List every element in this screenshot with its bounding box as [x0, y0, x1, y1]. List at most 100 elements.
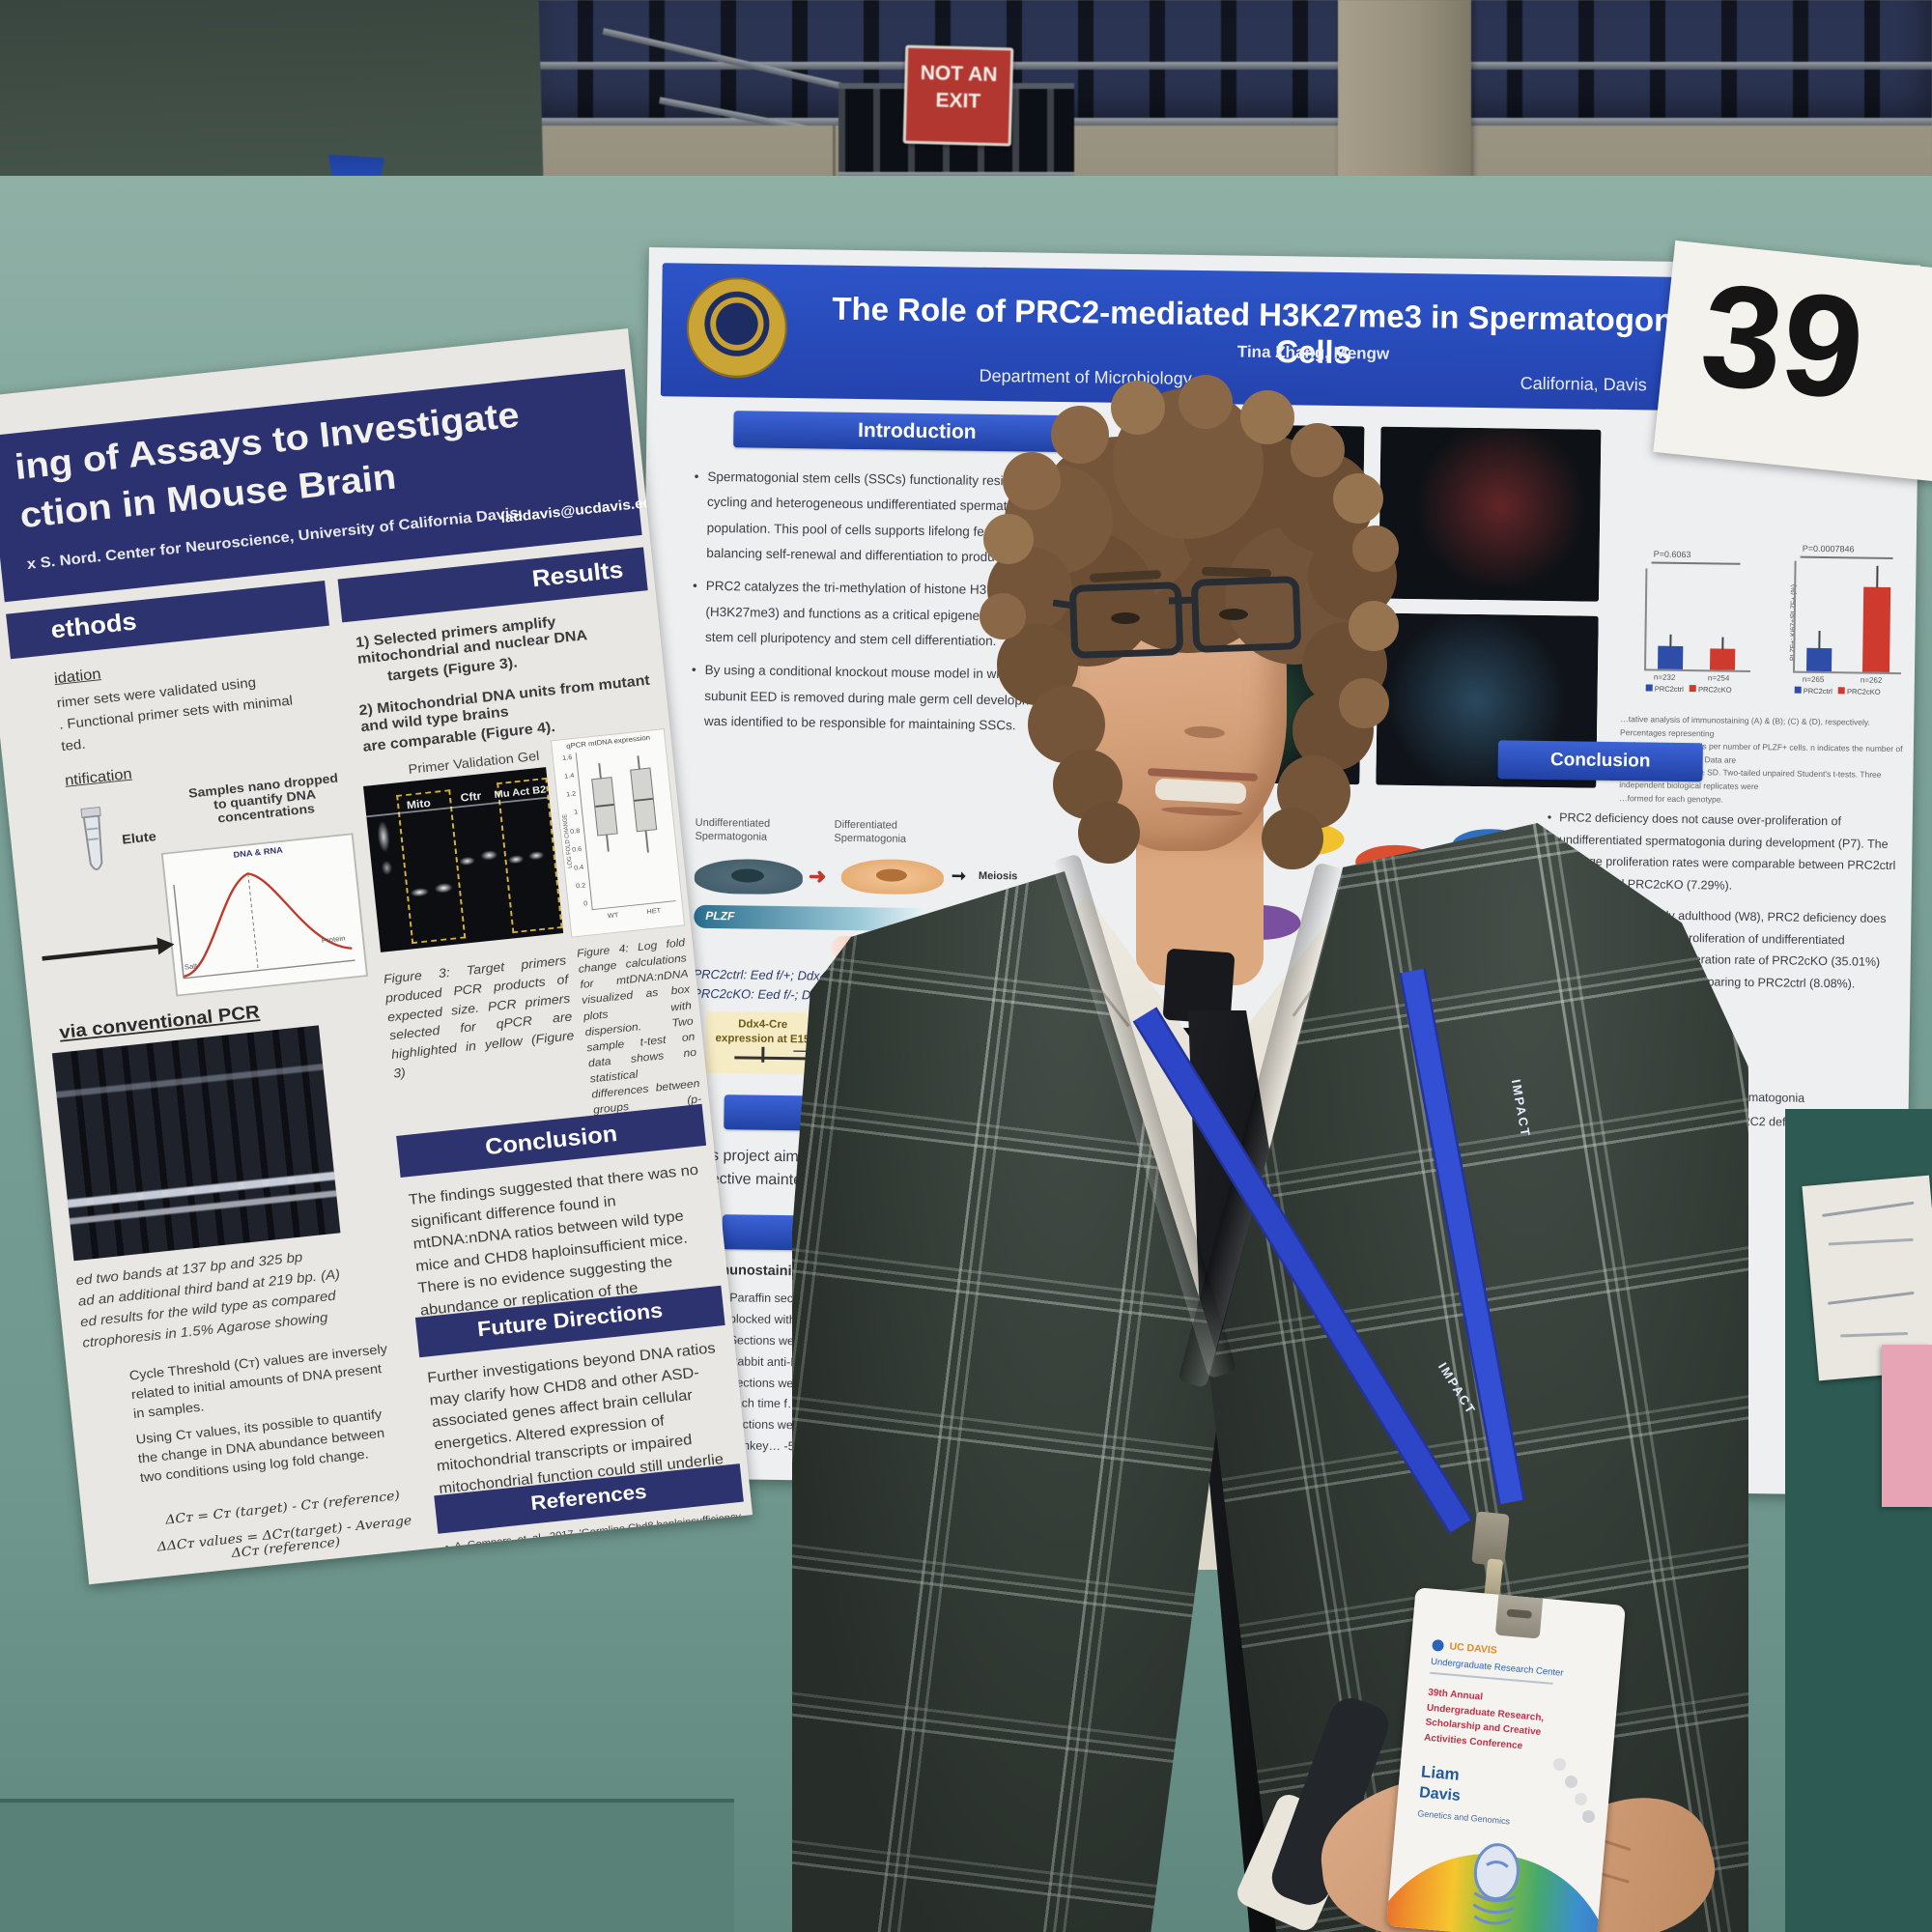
left-poster: ing of Assays to Investigate ction in Mo…: [0, 328, 753, 1585]
spermatogonia-diagram: Undifferentiated Spermatogonia Differenti…: [687, 816, 1115, 1011]
pathway-diagram: [1151, 814, 1594, 1004]
handwriting-line: [1822, 1201, 1915, 1217]
handwriting-line: [1827, 1291, 1915, 1305]
bar-prc2cko: [1861, 586, 1891, 672]
flow-arrow-icon: [42, 935, 176, 961]
lane-label: Cftr: [460, 789, 482, 805]
methods-p1c: ted.: [60, 736, 87, 754]
microscopy-figure: [1139, 610, 1362, 785]
sign-line1: NOT AN: [920, 61, 998, 87]
figure3-caption: Figure 3: Target primers produced PCR pr…: [383, 953, 576, 1082]
poster-number-card: 39: [1653, 240, 1932, 483]
qpcr-axis-x: [591, 900, 676, 911]
methods-sub1: idation: [53, 665, 102, 687]
error-whisker: [1721, 637, 1724, 650]
nanodrop-curve: [173, 872, 355, 980]
bar-prc2cko: [1710, 648, 1736, 670]
bullet-icon: •: [693, 578, 697, 593]
right-poster-affiliation: Department of Microbiology: [979, 365, 1192, 388]
green-wall: [0, 0, 544, 201]
tube-icon: [80, 806, 103, 870]
timeline-axis: [734, 1056, 1025, 1064]
legend-swatch-red: [1689, 685, 1696, 693]
chart-legend: PRC2ctrl PRC2cKO: [1645, 684, 1732, 695]
genotype-line2: PRC2cKO: Eed f/-; Ddx4-Cre Tg/+: [693, 985, 885, 1004]
plzf-label: PLZF: [705, 908, 735, 923]
label-undifferentiated: Undifferentiated Spermatogonia: [695, 816, 771, 844]
bar-chart-2: PLZF+; Ki67+/PLZF+ (%) P=0.0007846 n=265…: [1772, 543, 1909, 699]
n-label: n=262: [1860, 675, 1883, 685]
bullet-icon: •: [694, 469, 699, 484]
section-aim: Aim: [724, 1094, 1092, 1135]
kit-gradient-bar: KIT: [830, 935, 967, 961]
bullet-icon: •: [691, 662, 696, 677]
plzf-gradient-bar: PLZF: [694, 904, 930, 932]
p-value-label: P=0.6063: [1653, 549, 1691, 560]
right-poster-affiliation2: California, Davis: [1520, 373, 1647, 395]
microscopy-figure-wide: [1129, 1230, 1590, 1439]
pink-note: [1882, 1345, 1932, 1507]
introduction-bullets: • Spermatogonial stem cells (SSCs) functi…: [691, 465, 1120, 740]
handwriting-line: [1840, 1331, 1909, 1338]
gel-result-text: ed two bands at 137 bp and 325 bp ad an …: [74, 1250, 341, 1351]
not-an-exit-sign: NOT AN EXIT: [902, 44, 1014, 147]
timeline-tick: [761, 1046, 765, 1063]
arrow-icon: ➞: [951, 866, 967, 886]
handwriting-line: [1828, 1237, 1914, 1246]
timeline-arrow-icon: ⟶: [792, 1043, 815, 1061]
nanodrop-salt-label: Salt: [184, 961, 198, 972]
comparison-bracket: [1651, 561, 1741, 565]
university-seal-icon: [686, 276, 788, 379]
method-step: 2.Sections were then incubated with pri……: [711, 1333, 1072, 1370]
microscopy-figure: [1378, 426, 1602, 602]
meiosis-label: Meiosis: [978, 869, 1018, 883]
boxplot-wt: [591, 763, 618, 852]
elute-label: Elute: [121, 829, 157, 848]
intro-bullet: By using a conditional knockout mouse mo…: [703, 663, 1110, 733]
legend-swatch-red: [1837, 687, 1845, 695]
chart-baseline: [1792, 670, 1901, 675]
qpcr-xlabel-wt: WT: [607, 910, 619, 921]
figure4-caption: Figure 4: Log fold change calculations f…: [576, 936, 702, 1132]
arrow-icon: ➜: [808, 864, 827, 889]
genotype-line1: PRC2ctrl: Eed f/+; Ddx4-Cre Tg/+: [693, 966, 881, 984]
bar-prc2ctrl: [1658, 645, 1684, 669]
bullet-icon: •: [1546, 907, 1550, 922]
timeline-right-label: Analysis P7, W8: [937, 1021, 984, 1048]
chart-axis: [1644, 568, 1648, 669]
left-poster-email: laddavis@ucdavis.edu: [499, 495, 663, 526]
method-step: 1.Paraffin sections were deparaffinized …: [712, 1291, 1074, 1329]
section-methods: Methods: [722, 1214, 1090, 1255]
nano-caption: Samples nano dropped to quantify DNA con…: [187, 771, 339, 827]
microscopy-figure: [1133, 1027, 1356, 1214]
intro-bullet: Spermatogonial stem cells (SSCs) functio…: [706, 469, 1113, 566]
n-label: n=232: [1653, 672, 1676, 682]
conclusion-bullets: • PRC2 deficiency does not cause over-pro…: [1545, 807, 1907, 995]
qpcr-title: qPCR mtDNA expression: [565, 733, 651, 751]
aim-text: This project aims to identify when the d…: [689, 1147, 970, 1191]
microscopy-figure-small: [801, 1395, 955, 1475]
qpcr-boxplot: qPCR mtDNA expression LOG FOLD CHANGE 1.…: [550, 728, 686, 938]
intro-bullet: PRC2 catalyzes the tri-methylation of hi…: [705, 579, 1092, 648]
microscopy-figure: [1142, 423, 1365, 599]
board-lower-strip: [0, 1799, 734, 1932]
railing: [522, 118, 1932, 127]
bar-prc2ctrl: [1805, 647, 1833, 672]
methods-sub2: ntification: [64, 765, 133, 789]
timeline-box: Ddx4-Cre expression at E15 Analysis P7, W8…: [705, 1010, 1044, 1078]
diff-cell-icon: [840, 858, 945, 895]
section-conclusion: Conclusion: [1497, 740, 1703, 782]
poster-number: 39: [1693, 251, 1872, 431]
agarose-gel-figure: [51, 1025, 341, 1262]
legend-swatch-blue: [1645, 684, 1653, 692]
n-label: n=265: [1802, 674, 1825, 685]
n-label: n=254: [1707, 673, 1730, 683]
boxplot-het: [630, 755, 658, 853]
kit-label: KIT: [933, 941, 952, 955]
timeline-tick: [964, 1049, 968, 1065]
chart-baseline: [1643, 668, 1750, 672]
p-value-label: P=0.0007846: [1802, 543, 1855, 554]
comparison-bracket: [1800, 555, 1893, 560]
error-whisker: [1876, 565, 1879, 588]
